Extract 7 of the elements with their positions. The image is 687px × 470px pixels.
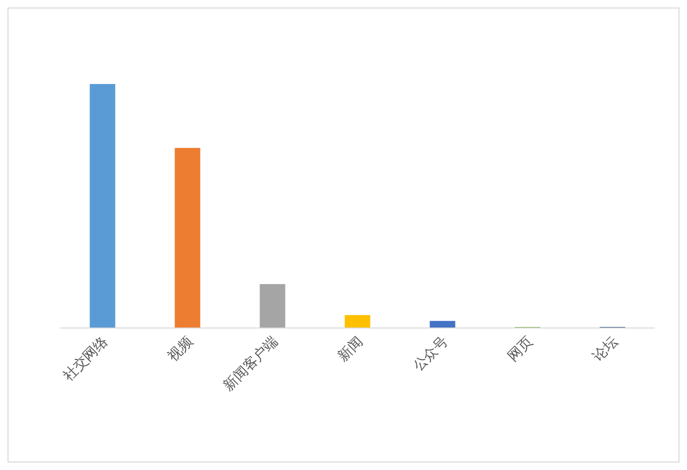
x-tick-label: 社交网络 [60,334,112,384]
x-tick-label: 论坛 [590,334,622,365]
x-tick-label: 新闻客户端 [220,334,282,394]
x-tick-label: 公众号 [410,334,452,375]
x-tick-label: 视频 [165,334,196,365]
x-tick-label: 新闻 [335,334,366,365]
x-tick-label: 网页 [505,334,536,365]
